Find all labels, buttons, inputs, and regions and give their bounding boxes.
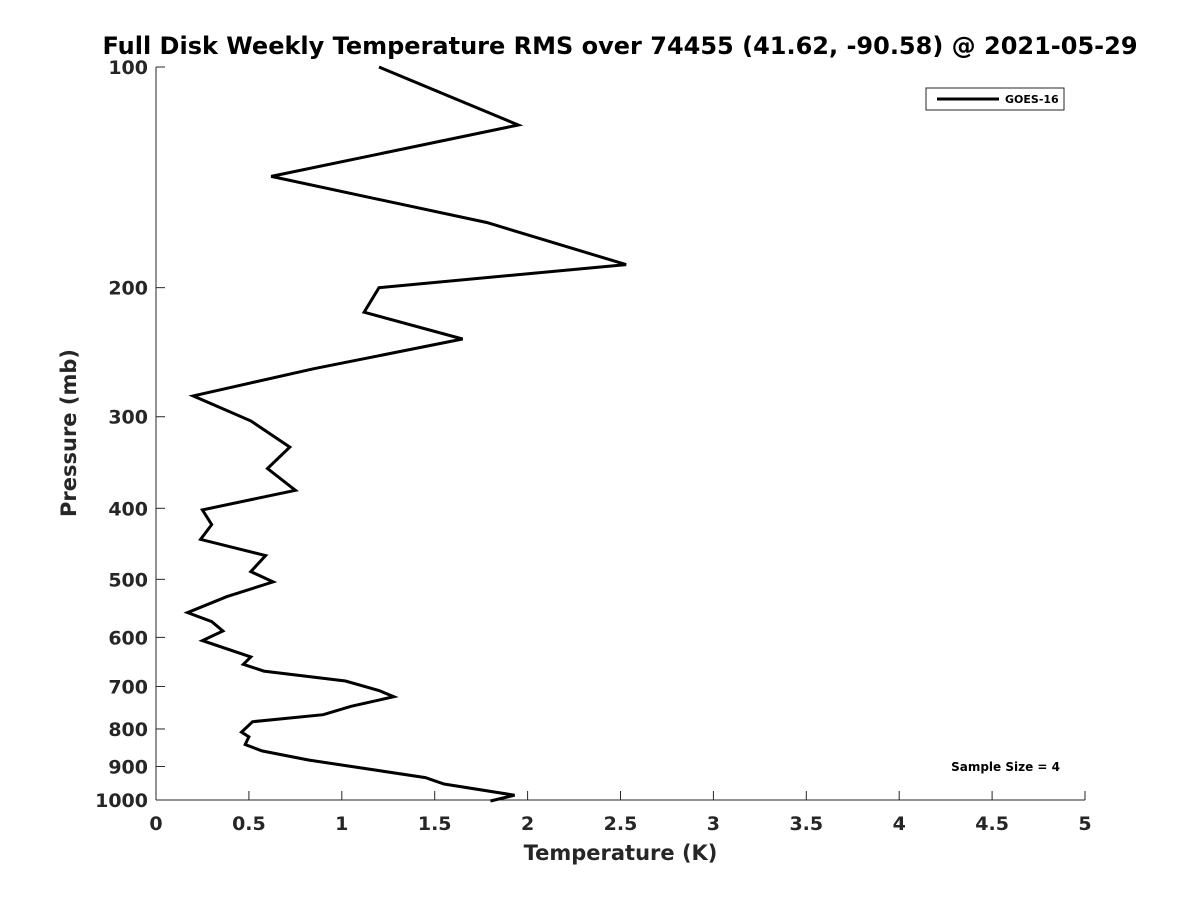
series-line-goes-16: [183, 65, 627, 803]
y-tick-label: 300: [108, 407, 148, 429]
x-tick-label: 4: [893, 813, 906, 835]
x-tick-label: 3: [707, 813, 720, 835]
x-axis-ticks: 0 0.5 1 1.5 2 2.5 3 3.5 4 4.5 5: [149, 791, 1092, 835]
x-tick-label: 4.5: [975, 813, 1009, 835]
legend-label: GOES-16: [1005, 93, 1059, 106]
y-tick-label: 400: [108, 498, 148, 520]
y-tick-label: 1000: [95, 790, 148, 812]
legend: GOES-16: [925, 87, 1065, 111]
y-tick-label: 500: [108, 569, 148, 591]
x-tick-label: 2.5: [604, 813, 638, 835]
x-tick-label: 0.5: [232, 813, 266, 835]
y-tick-label: 100: [108, 57, 148, 79]
y-tick-label: 600: [108, 627, 148, 649]
x-tick-label: 5: [1078, 813, 1091, 835]
x-tick-label: 2: [521, 813, 534, 835]
chart-title: Full Disk Weekly Temperature RMS over 74…: [102, 32, 1137, 60]
y-tick-label: 800: [108, 719, 148, 741]
y-tick-label: 700: [108, 676, 148, 698]
y-axis-label: Pressure (mb): [57, 349, 81, 517]
y-tick-label: 200: [108, 278, 148, 300]
y-axis-ticks: 100 200 300 400 500 600 700 800 900 1000: [95, 57, 165, 812]
x-tick-label: 3.5: [789, 813, 823, 835]
y-tick-label: 900: [108, 756, 148, 778]
x-tick-label: 1.5: [418, 813, 452, 835]
sample-size-annotation: Sample Size = 4: [951, 760, 1060, 774]
x-tick-label: 1: [335, 813, 348, 835]
x-axis-label: Temperature (K): [524, 841, 718, 865]
x-tick-label: 0: [149, 813, 162, 835]
